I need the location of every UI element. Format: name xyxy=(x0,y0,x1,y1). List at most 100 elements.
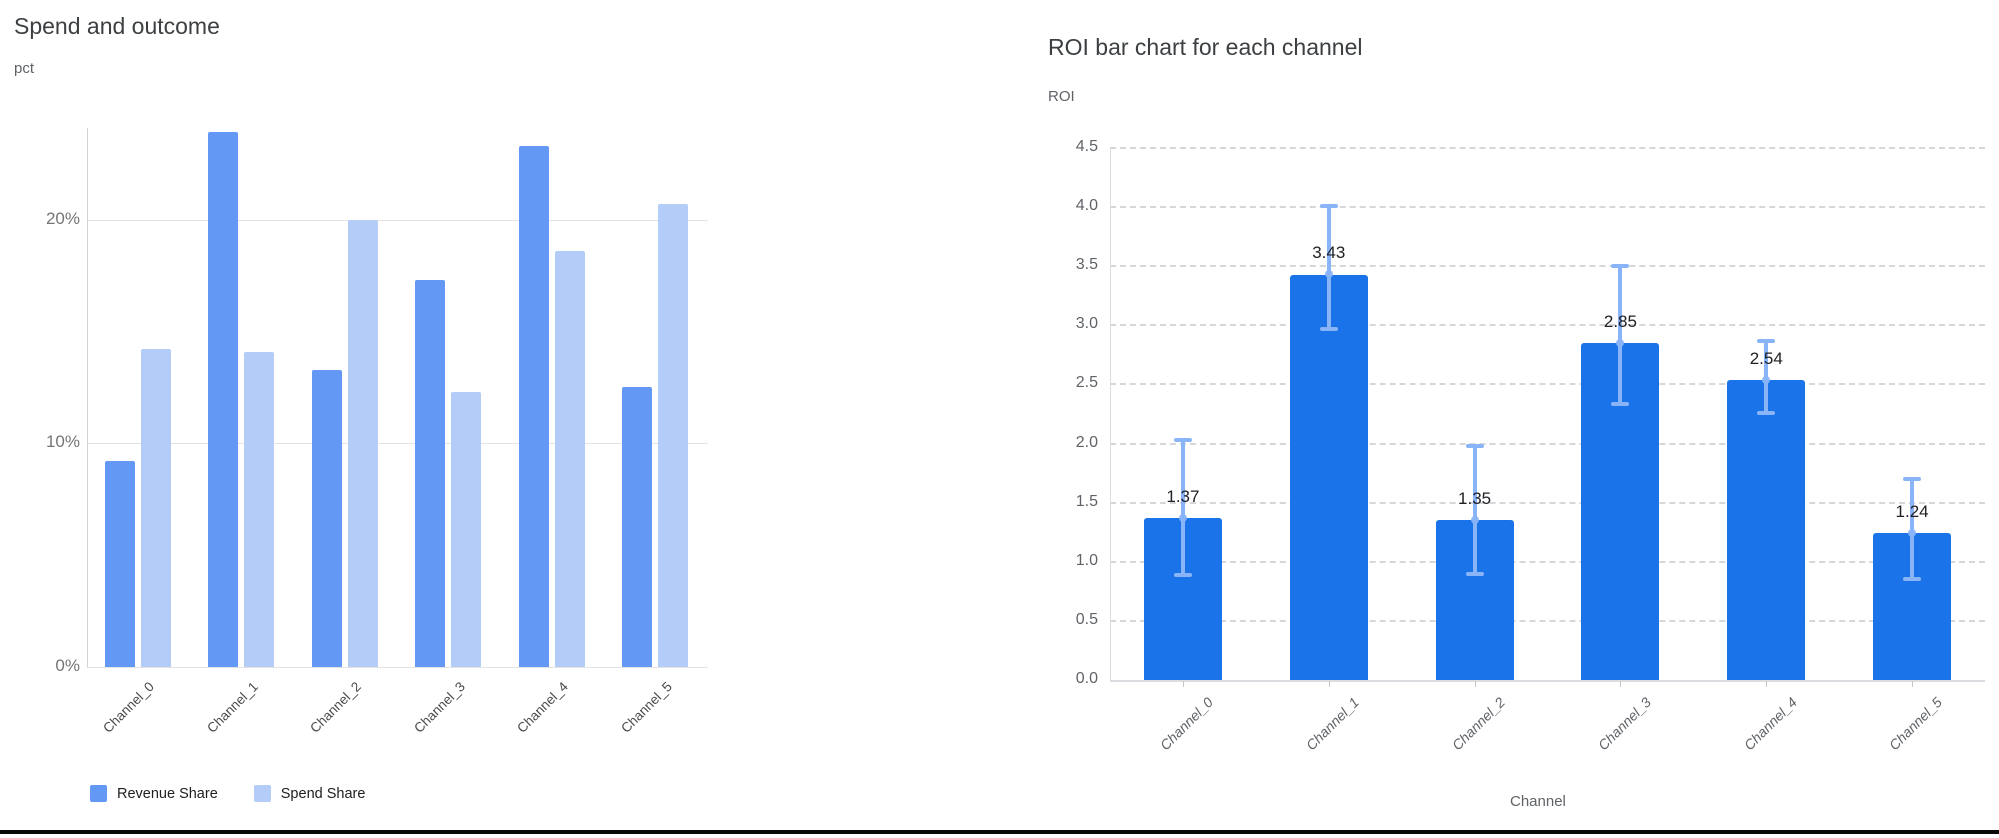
gridline xyxy=(1110,265,1985,268)
spend-share-legend-label: Spend Share xyxy=(280,785,366,802)
gridline xyxy=(1110,501,1985,504)
y-tick-label: 2.5 xyxy=(1075,374,1098,392)
error-bar-line xyxy=(1618,265,1623,405)
x-tick-label-text: Channel_2 xyxy=(1448,694,1508,754)
x-axis-tick xyxy=(1182,681,1184,687)
error-bar-cap-bottom xyxy=(1757,411,1776,415)
right-plot-area: 1.37 3.43 1.35 2.85 2.54 1.24 xyxy=(1110,147,1985,687)
error-bar-line xyxy=(1180,438,1185,576)
x-tick-label-text: Channel_1 xyxy=(204,679,261,736)
revenue-share-bar xyxy=(311,369,342,667)
error-bar-cap-bottom xyxy=(1903,576,1922,581)
revenue-share-bar xyxy=(415,280,446,667)
y-axis-line xyxy=(1110,148,1111,680)
error-bar-mean-marker xyxy=(1762,375,1771,384)
x-axis-tick xyxy=(1620,681,1622,687)
revenue-share-legend-label: Revenue Share xyxy=(117,785,218,802)
spend-share-bar xyxy=(451,391,482,667)
x-axis-tick xyxy=(1474,681,1476,687)
y-tick-label: 10% xyxy=(45,432,80,452)
y-tick-label: 4.5 xyxy=(1075,138,1098,155)
error-bar-mean-marker xyxy=(1470,516,1479,525)
x-tick-label-text: Channel_3 xyxy=(411,679,468,736)
right-chart-title: ROI bar chart for each channel xyxy=(1048,34,1363,60)
gridline xyxy=(87,667,708,668)
gridline xyxy=(1110,619,1985,622)
error-bar-mean-marker xyxy=(1616,339,1625,348)
right-y-axis-unit: ROI xyxy=(1048,88,1075,105)
error-bar-cap-bottom xyxy=(1611,401,1630,406)
gridline xyxy=(1110,560,1985,563)
error-bar-cap-top xyxy=(1173,437,1192,442)
gridline xyxy=(87,219,708,221)
left-y-axis-unit: pct xyxy=(14,60,35,77)
error-bar-cap-top xyxy=(1465,443,1484,448)
revenue-share-bar xyxy=(104,461,135,667)
bar-value-label: 1.35 xyxy=(1458,489,1492,509)
y-tick-label: 1.0 xyxy=(1075,551,1098,569)
bar-value-label: 1.37 xyxy=(1166,487,1200,507)
gridline xyxy=(1110,680,1985,682)
x-tick-label-text: Channel_3 xyxy=(1594,694,1654,754)
gridline xyxy=(87,443,708,445)
bar-value-label: 2.54 xyxy=(1749,348,1783,368)
legend-item-revenue-share: Revenue Share xyxy=(90,785,218,802)
gridline xyxy=(1110,206,1985,209)
error-bar-line xyxy=(1472,444,1477,575)
left-chart-title: Spend and outcome xyxy=(14,13,220,39)
x-axis-tick xyxy=(1912,681,1914,687)
x-tick-label-text: Channel_5 xyxy=(1886,694,1946,754)
roi-bar xyxy=(1727,379,1806,680)
bar-value-label: 3.43 xyxy=(1312,243,1346,263)
spend-share-swatch xyxy=(253,785,271,802)
error-bar-cap-bottom xyxy=(1465,571,1484,576)
roi-bar xyxy=(1289,274,1368,680)
error-bar-mean-marker xyxy=(1178,514,1187,523)
spend-share-bar xyxy=(347,219,378,667)
y-tick-label: 0.0 xyxy=(1075,670,1098,687)
gridline xyxy=(1110,442,1985,445)
x-tick-label-text: Channel_4 xyxy=(1740,694,1800,754)
error-bar-mean-marker xyxy=(1908,529,1917,538)
error-bar-cap-top xyxy=(1611,264,1630,269)
revenue-share-bar xyxy=(208,132,239,667)
spend-share-bar xyxy=(658,204,689,667)
error-bar-cap-bottom xyxy=(1173,572,1192,577)
left-plot-area xyxy=(87,128,708,668)
error-bar-cap-top xyxy=(1757,338,1776,343)
gridline xyxy=(1110,324,1985,327)
gridline xyxy=(1110,147,1985,149)
x-axis-tick xyxy=(1766,681,1768,687)
spend-share-bar xyxy=(244,351,275,667)
y-axis-line xyxy=(87,128,88,667)
error-bar-mean-marker xyxy=(1324,270,1333,279)
spend-share-bar xyxy=(140,349,171,667)
x-tick-label-text: Channel_0 xyxy=(1157,694,1217,754)
bar-value-label: 1.24 xyxy=(1895,502,1929,522)
y-tick-label: 1.5 xyxy=(1075,492,1098,510)
revenue-share-bar xyxy=(518,145,549,667)
right-x-axis-title: Channel xyxy=(1510,793,1566,810)
bottom-divider xyxy=(0,830,1999,834)
error-bar-cap-top xyxy=(1903,476,1922,481)
error-bar-cap-bottom xyxy=(1319,327,1338,332)
x-tick-label-text: Channel_1 xyxy=(1302,694,1363,754)
y-tick-label: 4.0 xyxy=(1075,197,1098,215)
legend-item-spend-share: Spend Share xyxy=(253,785,366,802)
x-axis-tick xyxy=(1328,681,1330,687)
x-tick-label-text: Channel_4 xyxy=(514,679,572,736)
y-tick-label: 2.0 xyxy=(1075,433,1098,451)
bar-value-label: 2.85 xyxy=(1603,312,1637,332)
y-tick-label: 3.0 xyxy=(1075,315,1098,333)
error-bar-line xyxy=(1910,477,1915,580)
y-tick-label: 0% xyxy=(55,656,80,675)
legend: Revenue Share Spend Share xyxy=(90,785,365,802)
error-bar-line xyxy=(1326,204,1331,331)
x-tick-label-text: Channel_2 xyxy=(307,679,365,736)
gridline xyxy=(1110,383,1985,386)
spend-share-bar xyxy=(554,251,585,667)
y-tick-label: 3.5 xyxy=(1075,256,1098,274)
x-tick-label-text: Channel_5 xyxy=(618,679,675,736)
error-bar-cap-top xyxy=(1319,203,1338,208)
